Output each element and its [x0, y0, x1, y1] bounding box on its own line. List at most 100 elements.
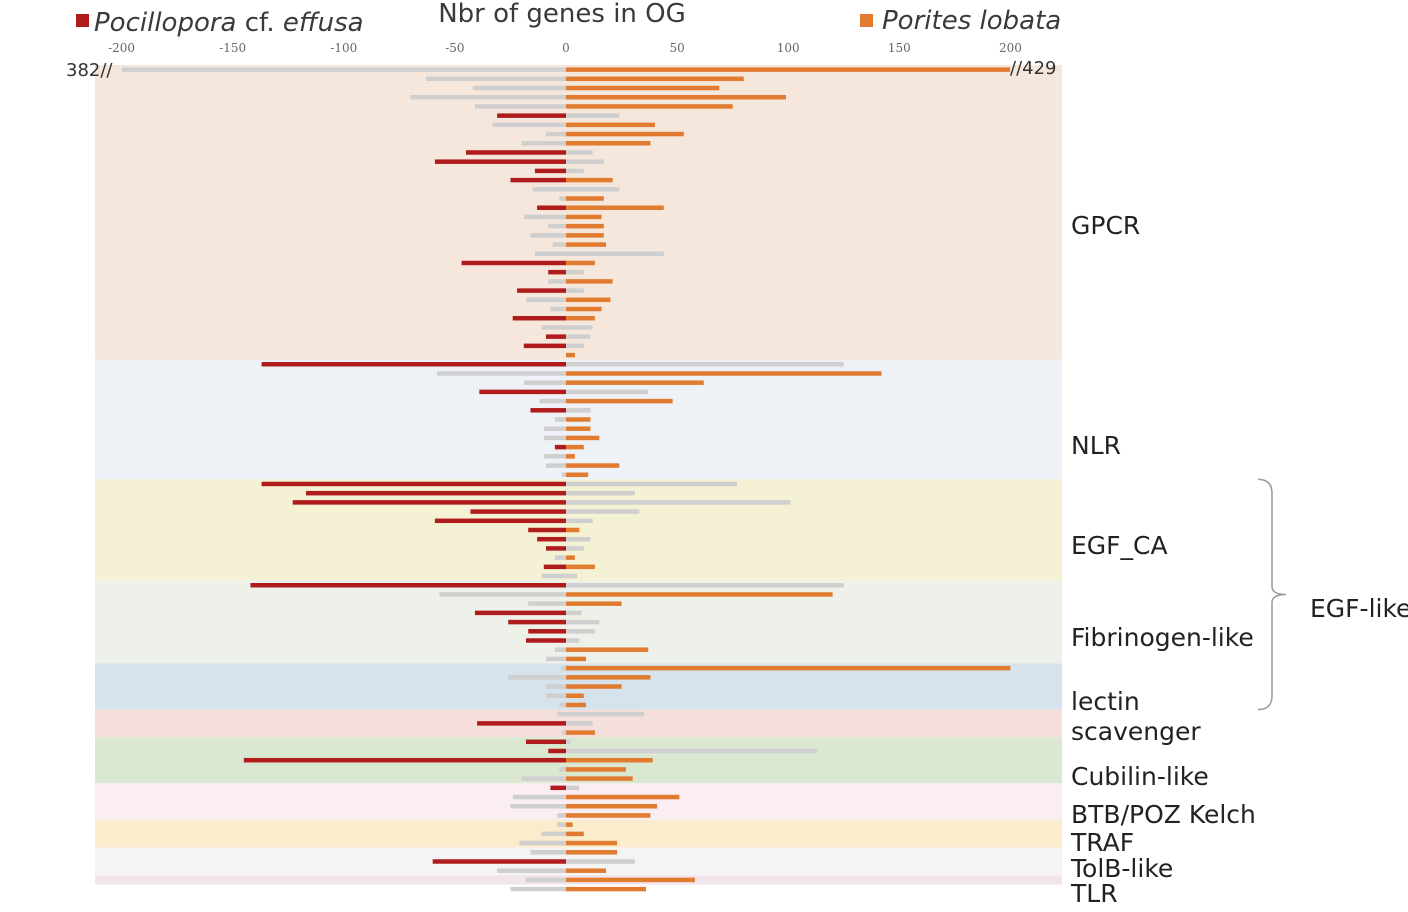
- bar-porites: [566, 196, 604, 201]
- bar-pocillopora: [554, 555, 566, 560]
- bar-porites: [566, 785, 580, 791]
- bar-pocillopora: [519, 840, 566, 846]
- category-label-7: BTB/POZ Kelch: [1071, 800, 1256, 829]
- category-label-2: EGF_CA: [1071, 531, 1168, 560]
- bar-pocillopora: [437, 371, 566, 376]
- bar-porites: [566, 426, 591, 431]
- category-label-3: Fibrinogen-like: [1071, 623, 1254, 652]
- bar-pocillopora: [546, 334, 566, 339]
- bar-porites: [566, 665, 1011, 671]
- bar-porites: [566, 647, 649, 652]
- x-tick-label: -100: [330, 41, 357, 55]
- category-label-1: NLR: [1071, 431, 1121, 460]
- bar-porites: [566, 693, 584, 698]
- bar-porites: [566, 822, 573, 827]
- x-tick-label: 150: [888, 41, 911, 55]
- bar-porites: [566, 297, 611, 303]
- bar-pocillopora: [543, 454, 566, 459]
- bar-pocillopora: [559, 196, 566, 201]
- bar-porites: [566, 527, 580, 533]
- bar-pocillopora: [543, 426, 566, 431]
- bar-pocillopora: [261, 362, 566, 367]
- bar-pocillopora: [477, 721, 566, 726]
- x-tick-label: 100: [777, 41, 800, 55]
- bar-pocillopora: [521, 776, 566, 781]
- bar-porites: [566, 343, 584, 349]
- bar-pocillopora: [523, 343, 566, 349]
- bar-pocillopora: [557, 813, 566, 818]
- bar-pocillopora: [561, 730, 566, 735]
- bar-pocillopora: [548, 748, 566, 754]
- bar-pocillopora: [523, 214, 566, 220]
- bar-porites: [566, 463, 620, 468]
- bar-pocillopora: [470, 509, 566, 514]
- bar-pocillopora: [548, 279, 566, 284]
- bar-pocillopora: [546, 463, 566, 468]
- bar-pocillopora: [510, 886, 566, 892]
- bar-porites: [566, 141, 651, 146]
- bar-pocillopora: [492, 122, 566, 128]
- bar-porites: [566, 177, 613, 183]
- bar-porites: [566, 675, 651, 680]
- bar-porites: [566, 205, 664, 210]
- bar-pocillopora: [512, 315, 566, 321]
- bar-pocillopora: [530, 408, 566, 413]
- category-labels: GPCR NLR EGF_CA Fibrinogen-like lectinscaven…: [1070, 211, 1256, 908]
- bar-pocillopora: [510, 177, 566, 183]
- bar-pocillopora: [541, 831, 566, 837]
- bar-porites: [566, 711, 644, 717]
- x-tick-label: 0: [562, 41, 570, 55]
- group-band-0: [95, 65, 1062, 360]
- bar-pocillopora: [497, 113, 566, 118]
- bar-porites: [566, 859, 635, 864]
- bar-porites: [566, 583, 844, 588]
- bar-pocillopora: [557, 711, 566, 717]
- bar-porites: [566, 435, 600, 441]
- bar-pocillopora: [243, 757, 566, 763]
- bar-porites: [566, 702, 586, 708]
- bar-porites: [566, 518, 593, 524]
- bar-porites: [566, 546, 584, 551]
- bar-porites: [566, 748, 818, 754]
- bar-porites: [566, 850, 618, 855]
- bar-pocillopora: [528, 527, 566, 533]
- bar-porites: [566, 113, 620, 118]
- bar-porites: [566, 334, 591, 339]
- bar-porites: [566, 223, 604, 229]
- bar-porites: [566, 306, 602, 312]
- bar-pocillopora: [532, 187, 566, 192]
- legend-swatch-pocillopora: [76, 14, 89, 27]
- bar-porites: [566, 803, 658, 809]
- bar-pocillopora: [546, 656, 566, 662]
- bar-pocillopora: [550, 306, 566, 312]
- category-label-10: TLR: [1070, 879, 1118, 908]
- bar-pocillopora: [306, 490, 566, 496]
- bar-pocillopora: [526, 638, 566, 643]
- bar-porites: [566, 619, 600, 625]
- bar-pocillopora: [434, 159, 566, 164]
- bars: [122, 67, 1011, 892]
- bar-porites: [566, 656, 586, 662]
- bar-porites: [566, 131, 684, 137]
- bar-porites: [566, 187, 620, 192]
- brace-label: EGF-like: [1310, 594, 1408, 623]
- egf-like-brace: [1257, 478, 1287, 711]
- bar-pocillopora: [554, 444, 566, 450]
- x-axis-ticks: -200 -150 -100 -50 0 50 100 150 200: [108, 41, 1022, 55]
- bar-porites: [566, 408, 591, 413]
- bar-porites: [566, 629, 595, 634]
- bar-pocillopora: [410, 94, 566, 100]
- bar-pocillopora: [508, 675, 566, 680]
- bar-porites: [566, 509, 640, 514]
- bar-porites: [566, 362, 844, 367]
- bar-porites: [566, 122, 655, 128]
- bar-pocillopora: [530, 233, 566, 238]
- bar-pocillopora: [550, 785, 566, 791]
- bar-porites: [566, 555, 575, 560]
- bar-porites: [566, 831, 584, 837]
- category-label-0: GPCR: [1071, 211, 1140, 240]
- bar-pocillopora: [546, 693, 566, 698]
- bar-pocillopora: [539, 398, 566, 404]
- bar-porites: [566, 150, 593, 155]
- category-label-8: TRAF: [1070, 828, 1134, 857]
